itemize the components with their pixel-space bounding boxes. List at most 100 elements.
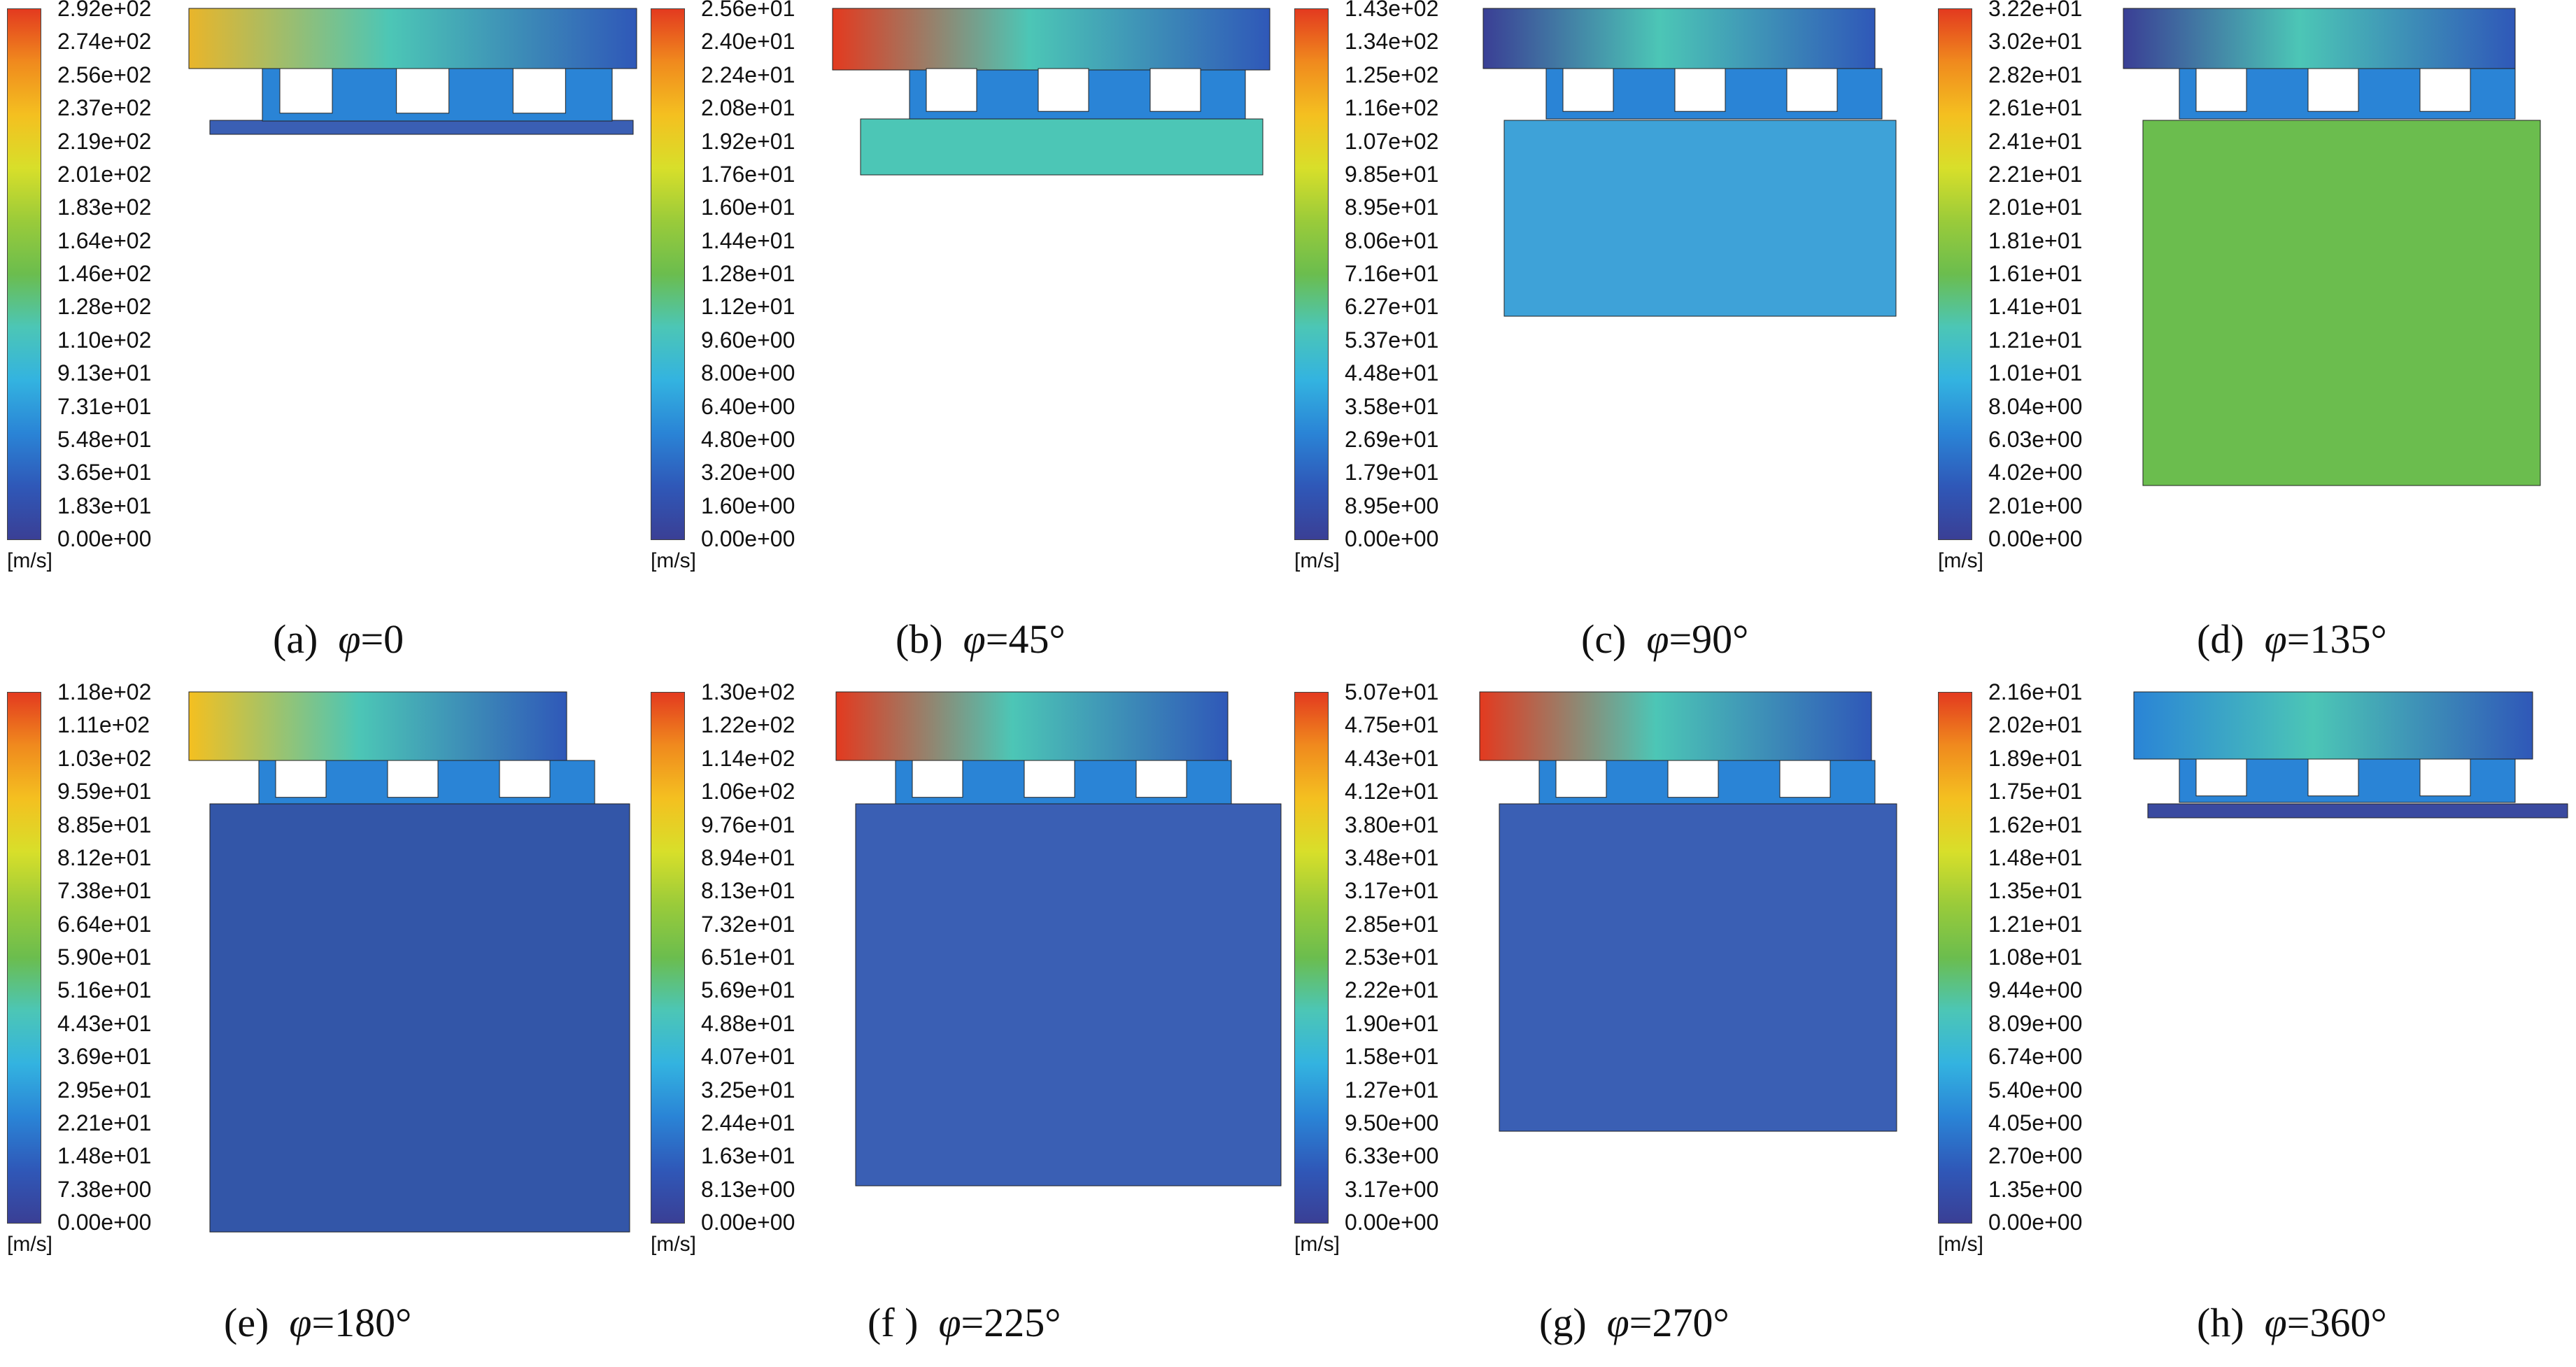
colorbar [1938,692,1972,1224]
caption-angle: =225° [961,1300,1061,1345]
colorbar-tick-label: 3.25e+01 [701,1077,795,1103]
chamber-region [855,803,1282,1187]
nozzle-block [1555,760,1607,798]
colorbar-tick-label: 0.00e+00 [1988,1210,2083,1235]
colorbar-tick-label: 1.10e+02 [57,327,152,353]
colorbar-tick-label: 1.60e+01 [701,194,795,220]
colorbar-unit: [m/s] [7,1233,52,1256]
velocity-contour-plot [2123,8,2541,486]
caption-label: (d) [2197,616,2244,662]
phi-symbol: φ [338,616,361,662]
colorbar-tick-label: 9.76e+01 [701,812,795,837]
colorbar-tick-label: 5.48e+01 [57,426,152,452]
caption-angle: =180° [311,1300,412,1345]
colorbar-tick-label: 1.60e+00 [701,493,795,518]
colorbar-ticks: 5.07e+01 4.75e+01 4.43e+01 4.12e+01 3.80e+01… [1345,681,1499,1233]
panel-caption: (e) φ=180° [224,1299,411,1346]
colorbar-tick-label: 7.32e+01 [701,911,795,937]
caption-label: (c) [1581,616,1627,662]
colorbar-tick-label: 1.21e+01 [1988,911,2083,937]
colorbar-tick-label: 2.69e+01 [1345,426,1439,452]
nozzle-block [1038,68,1089,112]
colorbar-tick-label: 2.37e+02 [57,95,152,121]
velocity-contour-plot [188,8,637,135]
colorbar-tick-label: 1.03e+02 [57,745,152,771]
nozzle-block [912,760,963,798]
nozzle-block [926,68,977,112]
colorbar-tick-label: 6.51e+01 [701,944,795,970]
colorbar-tick-label: 1.28e+02 [57,294,152,320]
phi-symbol: φ [2264,1300,2287,1345]
nozzle-block [1149,68,1201,112]
colorbar-tick-label: 1.61e+01 [1988,261,2083,286]
colorbar-tick-label: 0.00e+00 [57,1210,152,1235]
colorbar-tick-label: 2.21e+01 [1988,161,2083,187]
colorbar [1938,8,1972,540]
colorbar-tick-label: 1.11e+02 [57,712,150,738]
colorbar-ticks: 1.43e+02 1.34e+02 1.25e+02 1.16e+02 1.07e+02… [1345,0,1499,550]
colorbar-tick-label: 8.85e+01 [57,812,152,837]
colorbar-tick-label: 2.40e+01 [701,29,795,55]
colorbar-tick-label: 1.75e+01 [1988,779,2083,805]
colorbar-tick-label: 9.44e+00 [1988,977,2083,1003]
chamber-region [209,120,634,135]
colorbar-tick-label: 2.02e+01 [1988,712,2083,738]
phi-symbol: φ [963,616,986,662]
colorbar-tick-label: 2.74e+02 [57,29,152,55]
colorbar-ticks: 1.30e+02 1.22e+02 1.14e+02 1.06e+02 9.76e+01… [701,681,855,1233]
colorbar-tick-label: 1.08e+01 [1988,944,2083,970]
contour-panel-b: 2.56e+01 2.40e+01 2.24e+01 2.08e+01 1.92e+01… [644,0,1287,684]
colorbar-tick-label: 9.13e+01 [57,360,152,386]
colorbar-tick-label: 5.37e+01 [1345,327,1439,353]
nozzle-block [1135,760,1187,798]
colorbar-tick-label: 8.09e+00 [1988,1010,2083,1036]
colorbar-tick-label: 1.16e+02 [1345,95,1439,121]
colorbar-tick-label: 1.06e+02 [701,779,795,805]
colorbar-tick-label: 1.63e+01 [701,1143,795,1169]
colorbar-ticks: 2.16e+01 2.02e+01 1.89e+01 1.75e+01 1.62e+01… [1988,681,2142,1233]
chamber-region [1503,120,1897,317]
colorbar-tick-label: 1.18e+02 [57,679,152,704]
colorbar-tick-label: 4.88e+01 [701,1010,795,1036]
colorbar-tick-label: 1.89e+01 [1988,745,2083,771]
colorbar-tick-label: 4.80e+00 [701,426,795,452]
colorbar-tick-label: 1.41e+01 [1988,294,2083,320]
colorbar-tick-label: 8.95e+01 [1345,194,1439,220]
colorbar-tick-label: 1.35e+01 [1988,878,2083,904]
colorbar-tick-label: 0.00e+00 [57,526,152,551]
colorbar-tick-label: 6.03e+00 [1988,426,2083,452]
phi-symbol: φ [2264,616,2287,662]
caption-label: (h) [2197,1300,2244,1345]
colorbar-tick-label: 3.17e+01 [1345,878,1439,904]
colorbar-tick-label: 2.92e+02 [57,0,152,21]
colorbar-tick-label: 8.12e+01 [57,844,152,870]
colorbar-tick-label: 1.64e+02 [57,227,152,253]
colorbar-tick-label: 4.48e+01 [1345,360,1439,386]
duct-region [2123,8,2516,69]
colorbar-tick-label: 4.12e+01 [1345,779,1439,805]
colorbar-tick-label: 3.02e+01 [1988,29,2083,55]
contour-panel-e: 1.18e+02 1.11e+02 1.03e+02 9.59e+01 8.85e+01… [0,679,644,1367]
colorbar-tick-label: 2.56e+02 [57,62,152,87]
colorbar-tick-label: 3.65e+01 [57,460,152,486]
colorbar-tick-label: 1.27e+01 [1345,1077,1439,1103]
colorbar-tick-label: 9.59e+01 [57,779,152,805]
colorbar-tick-label: 1.58e+01 [1345,1044,1439,1070]
colorbar-tick-label: 1.62e+01 [1988,812,2083,837]
velocity-contour-plot [2133,691,2568,819]
colorbar-tick-label: 5.07e+01 [1345,679,1439,704]
colorbar-tick-label: 1.35e+00 [1988,1176,2083,1202]
duct-region [188,691,567,761]
colorbar-tick-label: 5.90e+01 [57,944,152,970]
colorbar-tick-label: 8.94e+01 [701,844,795,870]
colorbar-tick-label: 4.43e+01 [57,1010,152,1036]
colorbar-tick-label: 1.34e+02 [1345,29,1439,55]
colorbar-tick-label: 1.28e+01 [701,261,795,286]
colorbar-tick-label: 3.48e+01 [1345,844,1439,870]
colorbar-tick-label: 2.19e+02 [57,128,152,154]
velocity-contour-plot [832,8,1271,176]
colorbar-tick-label: 1.25e+02 [1345,62,1439,87]
colorbar-tick-label: 8.13e+01 [701,878,795,904]
nozzle-block [387,760,439,798]
colorbar-tick-label: 1.30e+02 [701,679,795,704]
